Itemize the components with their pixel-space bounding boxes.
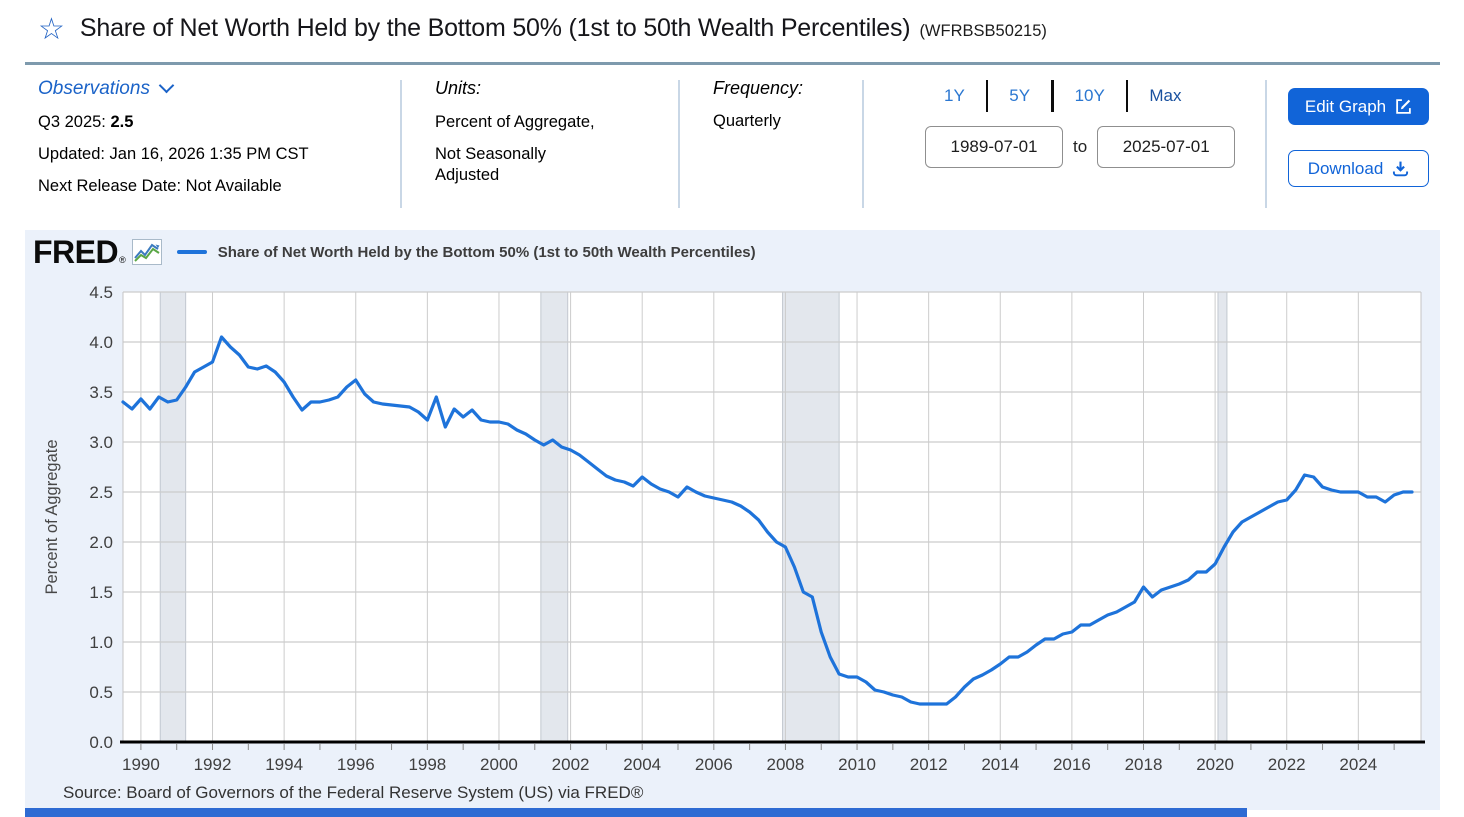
chevron-down-icon (158, 77, 175, 94)
frequency-label: Frequency: (713, 78, 804, 98)
svg-text:4.0: 4.0 (89, 333, 113, 352)
next-release-text: Next Release Date: Not Available (38, 177, 282, 195)
range-button-5y[interactable]: 5Y (1009, 86, 1031, 105)
footer-accent-bar (25, 808, 1247, 817)
legend-line-swatch (176, 250, 207, 254)
svg-text:2002: 2002 (552, 755, 590, 774)
svg-text:0.0: 0.0 (89, 733, 113, 752)
range-separator (1125, 80, 1129, 112)
svg-text:Percent of Aggregate: Percent of Aggregate (43, 439, 61, 594)
svg-text:4.5: 4.5 (89, 283, 113, 302)
svg-text:2004: 2004 (623, 755, 661, 774)
frequency-section: Frequency: Quarterly (713, 78, 853, 131)
svg-text:2014: 2014 (981, 755, 1019, 774)
observations-label: Observations (38, 78, 150, 99)
svg-text:2010: 2010 (838, 755, 876, 774)
latest-value: 2.5 (110, 113, 134, 131)
chart-header-row: FRED ® Share of Net Worth Held by the Bo… (33, 236, 756, 268)
series-meta-toolbar: Observations Q3 2025: 2.5 Updated: Jan 1… (25, 70, 1440, 225)
actions-section: Edit Graph Download (1288, 78, 1429, 187)
observations-dropdown[interactable]: Observations (38, 77, 175, 100)
toolbar-divider (678, 80, 680, 208)
svg-text:1.5: 1.5 (89, 583, 113, 602)
svg-text:2.0: 2.0 (89, 533, 113, 552)
edit-graph-button[interactable]: Edit Graph (1288, 88, 1429, 125)
series-id: (WFRBSB50215) (919, 22, 1047, 40)
range-separator (985, 80, 989, 112)
updated-text: Updated: Jan 16, 2026 1:35 PM CST (38, 145, 309, 163)
svg-text:2008: 2008 (767, 755, 805, 774)
svg-text:2.5: 2.5 (89, 483, 113, 502)
svg-text:2020: 2020 (1196, 755, 1234, 774)
range-button-1y[interactable]: 1Y (944, 86, 965, 105)
latest-period: Q3 2025: (38, 113, 106, 131)
fred-logo: FRED (33, 234, 119, 270)
svg-text:2000: 2000 (480, 755, 518, 774)
date-to-label: to (1073, 137, 1088, 156)
series-header: ☆ Share of Net Worth Held by the Bottom … (38, 12, 1047, 46)
svg-text:1998: 1998 (408, 755, 446, 774)
observations-section: Observations Q3 2025: 2.5 Updated: Jan 1… (38, 77, 383, 207)
svg-text:2018: 2018 (1125, 755, 1163, 774)
svg-text:0.5: 0.5 (89, 683, 113, 702)
units-value-line2: Not Seasonally Adjusted (435, 145, 546, 184)
svg-text:1994: 1994 (265, 755, 303, 774)
toolbar-divider (400, 80, 402, 208)
svg-text:2016: 2016 (1053, 755, 1091, 774)
range-separator (1051, 80, 1054, 112)
date-range-section: 1Y 5Y 10Y Max to (885, 78, 1255, 168)
chart-plot-area[interactable]: 0.0 0.5 1.0 1.5 2.0 2.5 3.0 3.5 4.0 4.5 1990 1992 19… (25, 280, 1440, 780)
toolbar-divider (1265, 80, 1267, 208)
favorite-star-icon[interactable]: ☆ (38, 13, 65, 46)
svg-text:2006: 2006 (695, 755, 733, 774)
svg-text:1996: 1996 (337, 755, 375, 774)
frequency-value: Quarterly (713, 112, 781, 130)
edit-icon (1396, 99, 1411, 114)
svg-text:2012: 2012 (910, 755, 948, 774)
range-button-10y[interactable]: 10Y (1074, 86, 1105, 105)
date-from-input[interactable] (925, 126, 1063, 168)
page-title: Share of Net Worth Held by the Bottom 50… (79, 14, 911, 42)
svg-text:2022: 2022 (1268, 755, 1306, 774)
download-icon (1393, 161, 1409, 177)
range-buttons: 1Y 5Y 10Y Max (923, 78, 1255, 114)
legend-label: Share of Net Worth Held by the Bottom 50… (217, 243, 756, 261)
svg-text:1990: 1990 (122, 755, 160, 774)
date-range-inputs: to (925, 126, 1255, 168)
units-section: Units: Percent of Aggregate, Not Seasona… (435, 78, 620, 186)
source-note: Source: Board of Governors of the Federa… (63, 783, 644, 802)
units-value-line1: Percent of Aggregate, (435, 113, 595, 131)
chart-panel: FRED ® Share of Net Worth Held by the Bo… (25, 230, 1440, 810)
download-label: Download (1307, 158, 1384, 178)
svg-text:1992: 1992 (194, 755, 232, 774)
units-label: Units: (435, 78, 482, 98)
fred-chart-icon (131, 239, 162, 265)
svg-text:1.0: 1.0 (89, 633, 113, 652)
download-button[interactable]: Download (1288, 150, 1429, 187)
svg-text:3.0: 3.0 (89, 433, 113, 452)
range-button-max[interactable]: Max (1149, 86, 1182, 105)
header-divider (25, 62, 1440, 65)
latest-observation: Q3 2025: 2.5 (38, 111, 383, 134)
svg-text:2024: 2024 (1339, 755, 1377, 774)
toolbar-divider (862, 80, 864, 208)
registered-mark: ® (119, 255, 126, 265)
svg-text:3.5: 3.5 (89, 383, 113, 402)
edit-graph-label: Edit Graph (1304, 96, 1387, 116)
date-to-input[interactable] (1097, 126, 1236, 168)
